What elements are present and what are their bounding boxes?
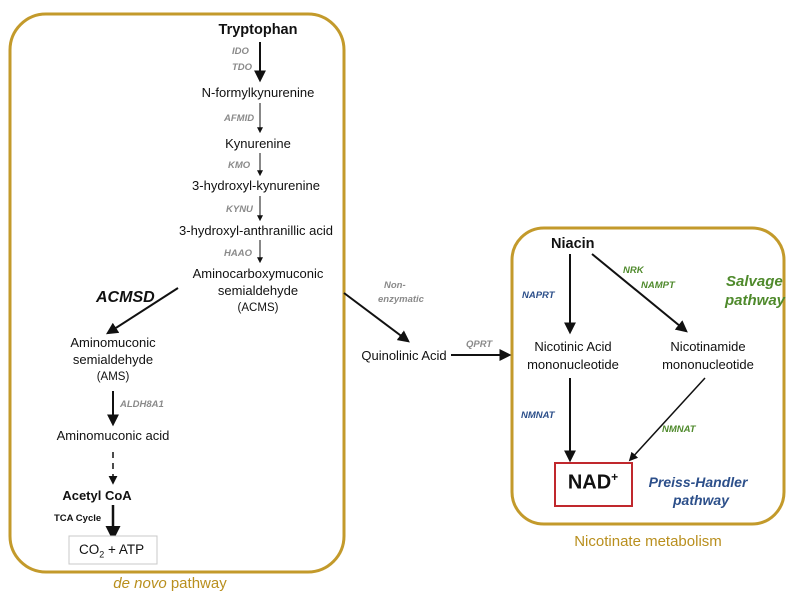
preiss-handler-label-line2: pathway [672, 492, 730, 508]
tryptophan-label: Tryptophan [218, 22, 298, 38]
acms-label-line1: Aminocarboxymuconic [192, 266, 324, 281]
acmsd-enzyme-label: ACMSD [96, 289, 155, 306]
nmnat-left-enzyme-label: NMNAT [521, 410, 555, 421]
acms-abbreviation: (ACMS) [237, 302, 279, 314]
co2-atp-label: CO2 + ATP [79, 542, 145, 560]
preiss-handler-label-line1: Preiss-Handler [648, 474, 748, 490]
acetyl-coa-label: Acetyl CoA [62, 488, 132, 503]
arrow-niacin-to-nmn [591, 253, 688, 333]
niacin-label: Niacin [551, 236, 595, 252]
arrow-acms-to-ams [105, 287, 179, 335]
ams-abbreviation: (AMS) [96, 371, 130, 383]
nampt-enzyme-label: NAMPT [641, 280, 675, 291]
kynu-enzyme-label: KYNU [226, 204, 253, 215]
tdo-enzyme-label: TDO [232, 62, 253, 73]
ams-label-line2: semialdehyde [72, 352, 154, 367]
ido-enzyme-label: IDO [232, 46, 249, 57]
quinolinic-acid-label: Quinolinic Acid [361, 348, 447, 363]
non-enzymatic-label-line1: Non- [384, 280, 406, 291]
haao-enzyme-label: HAAO [224, 248, 252, 259]
nicotinate-box [510, 226, 786, 526]
afmid-enzyme-label: AFMID [224, 113, 255, 124]
salvage-pathway-label-line1: Salvage [726, 273, 783, 290]
arrow-acms-to-quinolinic [343, 292, 410, 343]
non-enzymatic-label-line2: enzymatic [378, 294, 424, 305]
co2-box [68, 535, 158, 565]
3-hydroxyl-anthranillic-acid-label: 3-hydroxyl-anthranillic acid [179, 223, 333, 238]
nad-box [554, 462, 633, 507]
nrk-enzyme-label: NRK [623, 265, 644, 276]
naprt-enzyme-label: NAPRT [522, 290, 555, 301]
de-novo-pathway-label: de novo pathway [113, 575, 227, 592]
tca-cycle-label: TCA Cycle [54, 513, 102, 524]
arrow-nmn-to-nad [628, 377, 706, 462]
3-hydroxyl-kynurenine-label: 3-hydroxyl-kynurenine [192, 178, 320, 193]
aldh8a1-enzyme-label: ALDH8A1 [120, 399, 164, 410]
kynurenine-label: Kynurenine [225, 136, 291, 151]
nicotinate-metabolism-label: Nicotinate metabolism [574, 533, 722, 550]
nicotinamide-mononucleotide-line1: Nicotinamide [670, 339, 746, 354]
nicotinic-acid-mononucleotide-line1: Nicotinic Acid [534, 339, 612, 354]
nmnat-right-enzyme-label: NMNAT [662, 424, 696, 435]
nicotinamide-mononucleotide-line2: mononucleotide [662, 357, 754, 372]
ams-label-line1: Aminomuconic [70, 335, 156, 350]
kmo-enzyme-label: KMO [228, 160, 251, 171]
aminomuconic-acid-label: Aminomuconic acid [56, 428, 170, 443]
n-formylkynurenine-label: N-formylkynurenine [201, 85, 315, 100]
salvage-pathway-label-line2: pathway [725, 292, 786, 309]
acms-label-line2: semialdehyde [217, 283, 299, 298]
nicotinic-acid-mononucleotide-line2: mononucleotide [527, 357, 619, 372]
qprt-enzyme-label: QPRT [466, 339, 493, 350]
nad-label: NAD+ [567, 470, 619, 494]
